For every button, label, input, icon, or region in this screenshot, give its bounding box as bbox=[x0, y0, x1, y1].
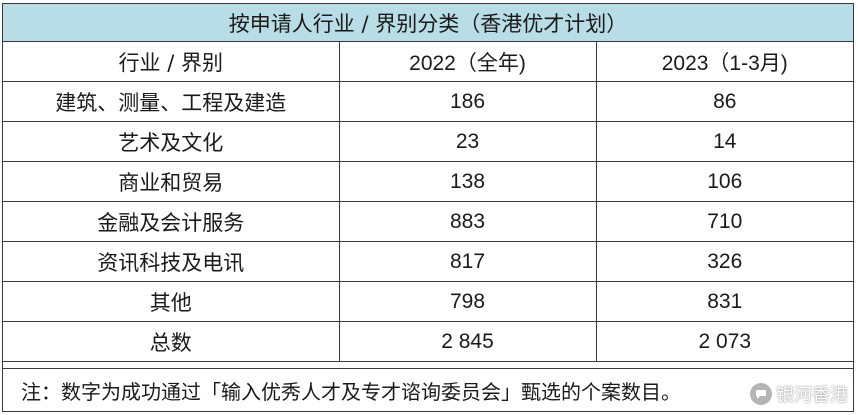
value-2022: 817 bbox=[338, 241, 597, 282]
total-2022: 2 845 bbox=[338, 321, 597, 362]
row-category: 资讯科技及电讯 bbox=[3, 241, 340, 282]
watermark: 银河香港 bbox=[750, 381, 848, 407]
total-row: 总数 2 845 2 073 bbox=[3, 321, 853, 362]
table-title: 按申请人行业 / 界别分类（香港优才计划） bbox=[3, 4, 853, 42]
column-header-category: 行业 / 界别 bbox=[3, 42, 340, 82]
value-2022: 883 bbox=[338, 201, 597, 242]
value-2023: 86 bbox=[595, 81, 853, 122]
value-2023: 831 bbox=[595, 281, 853, 322]
chat-bubble-icon bbox=[750, 383, 772, 405]
table-row: 商业和贸易 138 106 bbox=[3, 161, 853, 202]
total-label: 总数 bbox=[3, 321, 340, 362]
row-category: 金融及会计服务 bbox=[3, 201, 340, 242]
row-category: 商业和贸易 bbox=[3, 161, 340, 202]
data-table-card: 按申请人行业 / 界别分类（香港优才计划） 行业 / 界别 2022（全年) 2… bbox=[2, 3, 854, 412]
table-row: 建筑、测量、工程及建造 186 86 bbox=[3, 81, 853, 122]
value-2022: 138 bbox=[338, 161, 597, 202]
footnote: 注：数字为成功通过「输入优秀人才及专才谘询委员会」甄选的个案数目。 bbox=[3, 368, 853, 411]
total-2023: 2 073 bbox=[595, 321, 853, 362]
row-category: 建筑、测量、工程及建造 bbox=[3, 81, 340, 122]
table-row: 艺术及文化 23 14 bbox=[3, 121, 853, 162]
applications-table: 行业 / 界别 2022（全年) 2023（1-3月) 建筑、测量、工程及建造 … bbox=[3, 42, 853, 362]
value-2023: 14 bbox=[595, 121, 853, 162]
table-row: 金融及会计服务 883 710 bbox=[3, 201, 853, 242]
row-category: 其他 bbox=[3, 281, 340, 322]
column-header-2023: 2023（1-3月) bbox=[595, 42, 853, 82]
value-2023: 106 bbox=[595, 161, 853, 202]
value-2022: 186 bbox=[338, 81, 597, 122]
row-category: 艺术及文化 bbox=[3, 121, 340, 162]
column-header-2022: 2022（全年) bbox=[338, 42, 597, 82]
table-row: 资讯科技及电讯 817 326 bbox=[3, 241, 853, 282]
table-row: 其他 798 831 bbox=[3, 281, 853, 322]
watermark-text: 银河香港 bbox=[776, 385, 848, 406]
value-2023: 710 bbox=[595, 201, 853, 242]
value-2022: 798 bbox=[338, 281, 597, 322]
value-2023: 326 bbox=[595, 241, 853, 282]
value-2022: 23 bbox=[338, 121, 597, 162]
header-row: 行业 / 界别 2022（全年) 2023（1-3月) bbox=[3, 42, 853, 82]
